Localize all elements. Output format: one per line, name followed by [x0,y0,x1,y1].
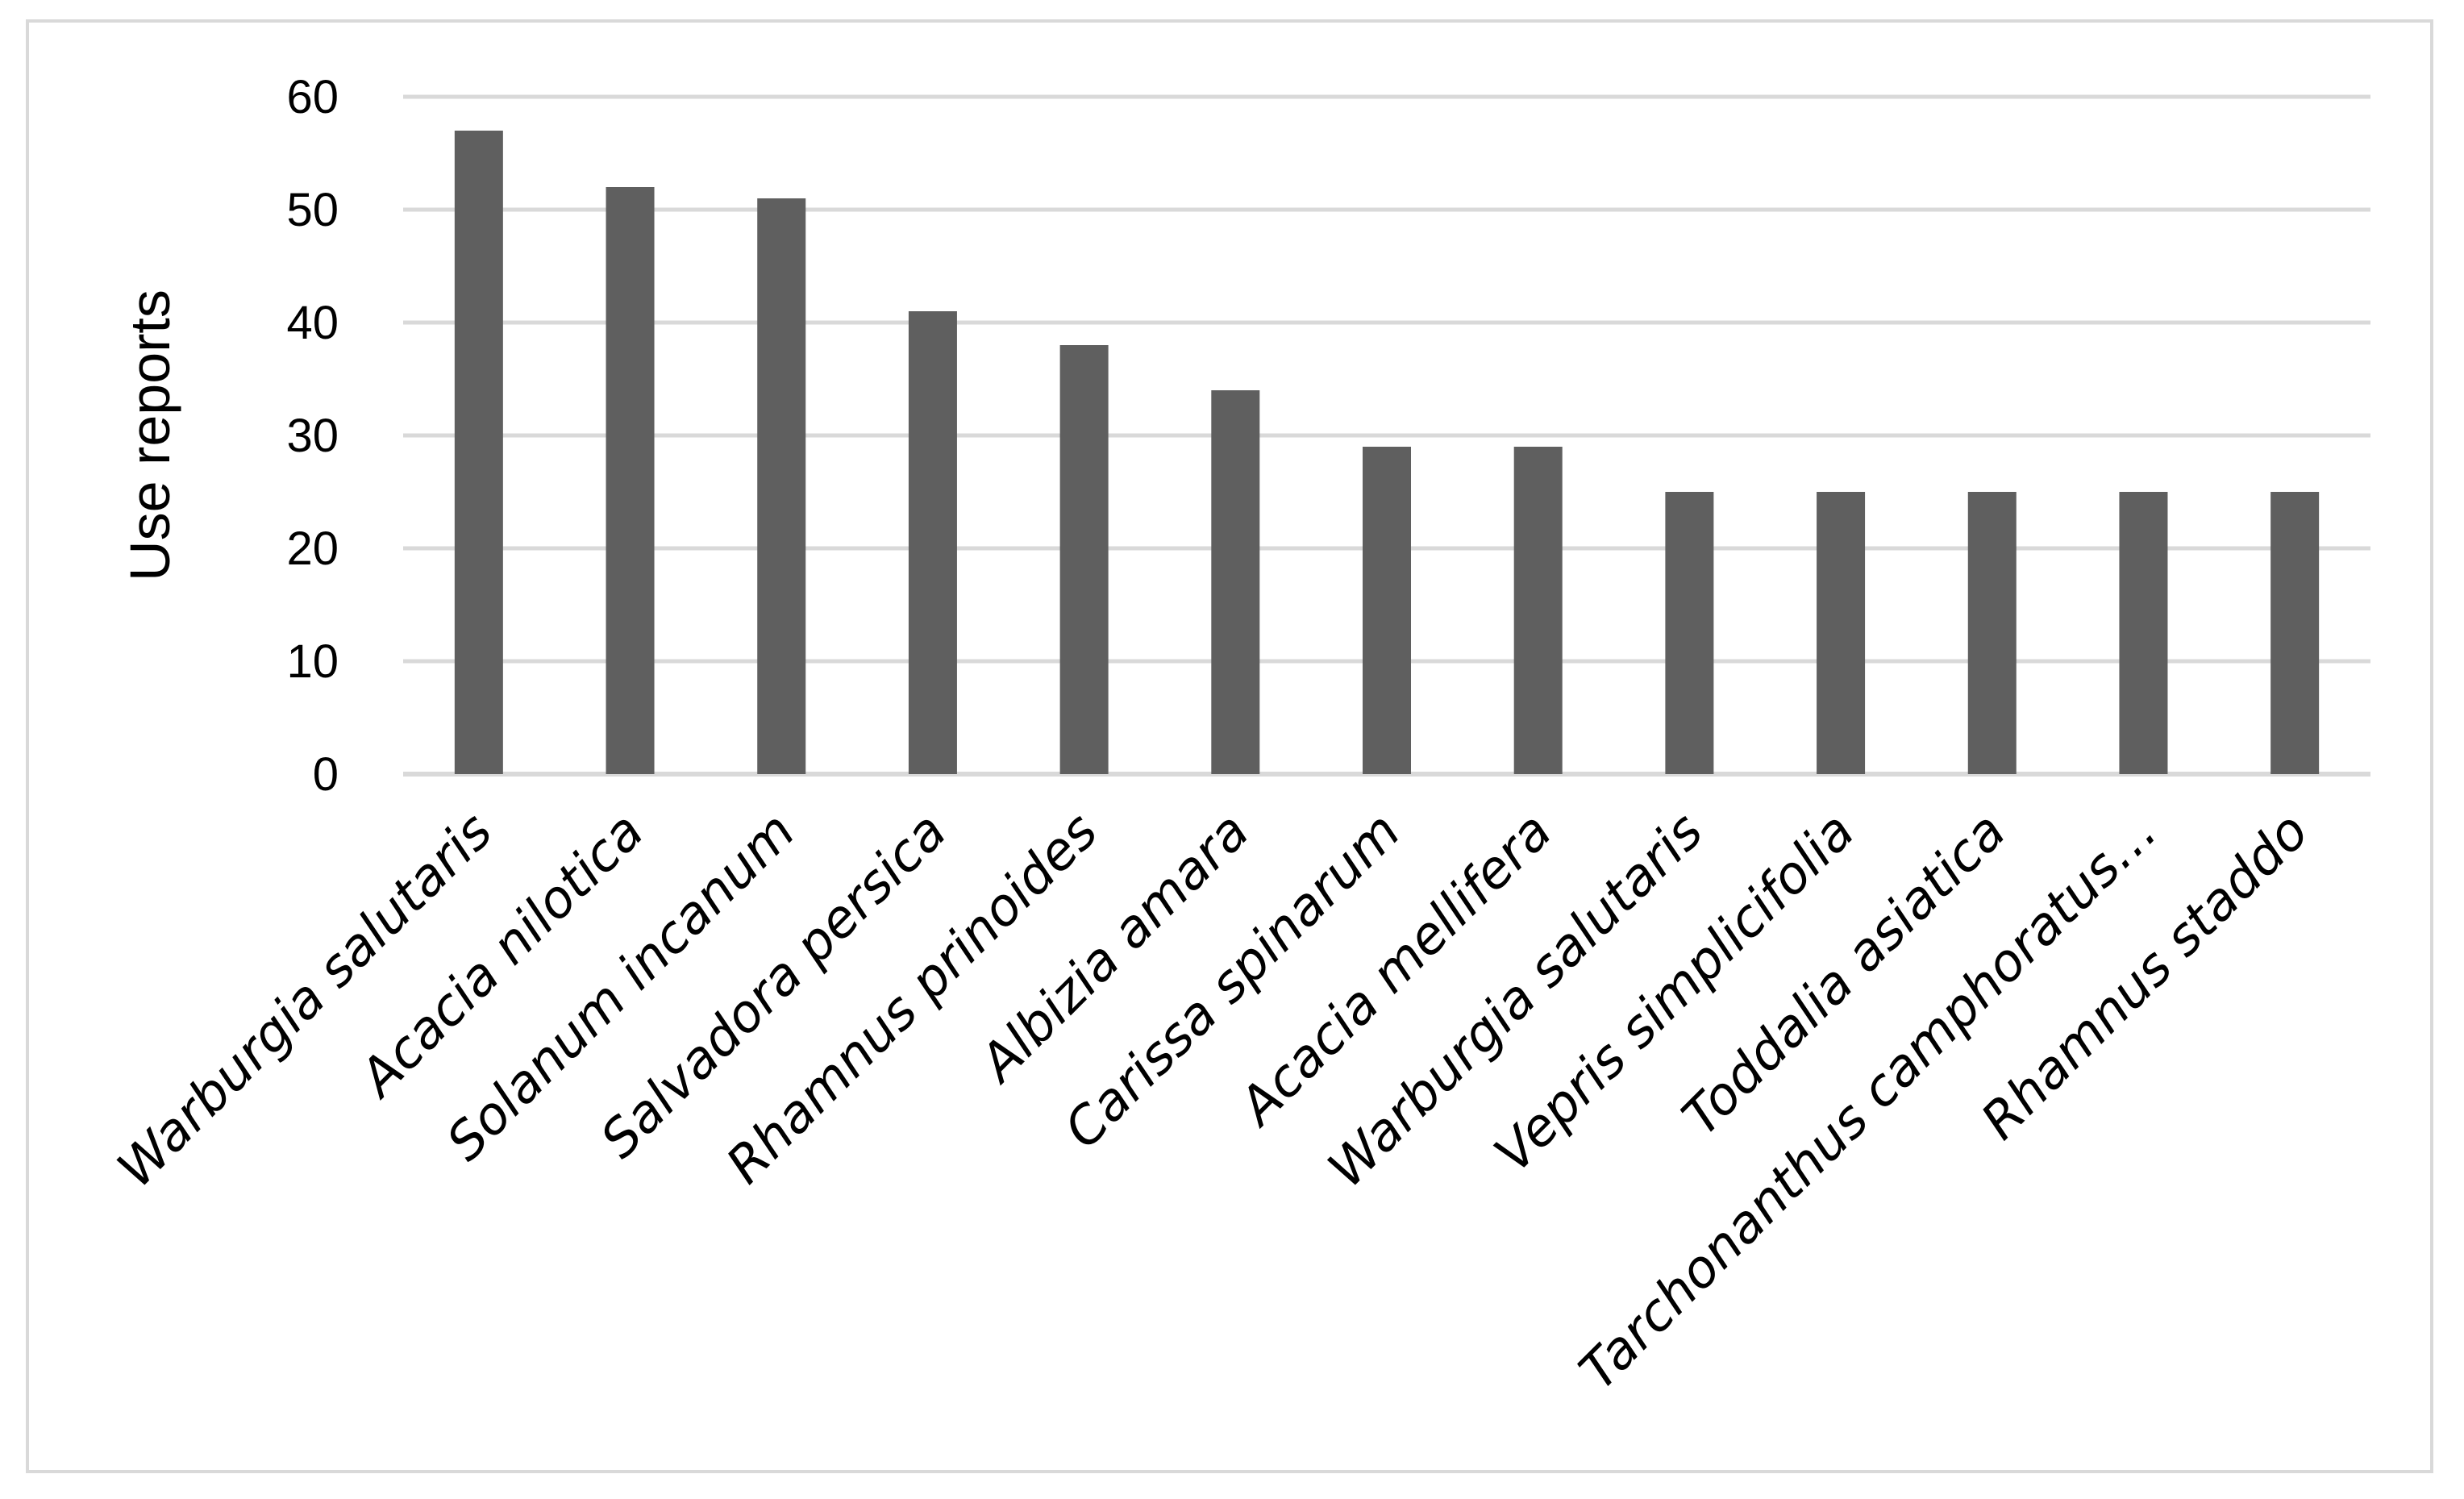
bar [2119,492,2168,774]
y-tick-label: 10 [286,635,339,688]
bar [908,311,957,774]
bar [2270,492,2320,774]
bar [757,198,806,774]
bars [454,131,2320,774]
y-axis-ticks: 0 10 20 30 40 50 60 [286,71,339,801]
bar [1363,447,1411,774]
bar [1967,492,2017,774]
y-tick-label: 50 [286,184,339,236]
y-tick-label: 20 [286,523,339,575]
y-tick-label: 40 [286,297,339,349]
bar [1059,345,1109,774]
bar [606,187,655,774]
bar [1817,492,1866,774]
bar [1665,492,1714,774]
x-category-label: Albizia amara [967,802,1260,1095]
bar [454,131,503,774]
bar [1211,390,1260,774]
y-tick-label: 0 [313,748,339,801]
y-tick-label: 30 [286,410,339,462]
x-category-label: Acacia nilotica [347,802,656,1110]
y-tick-label: 60 [286,71,339,123]
bar [1513,447,1563,774]
y-axis-title: Use reports [119,289,181,581]
